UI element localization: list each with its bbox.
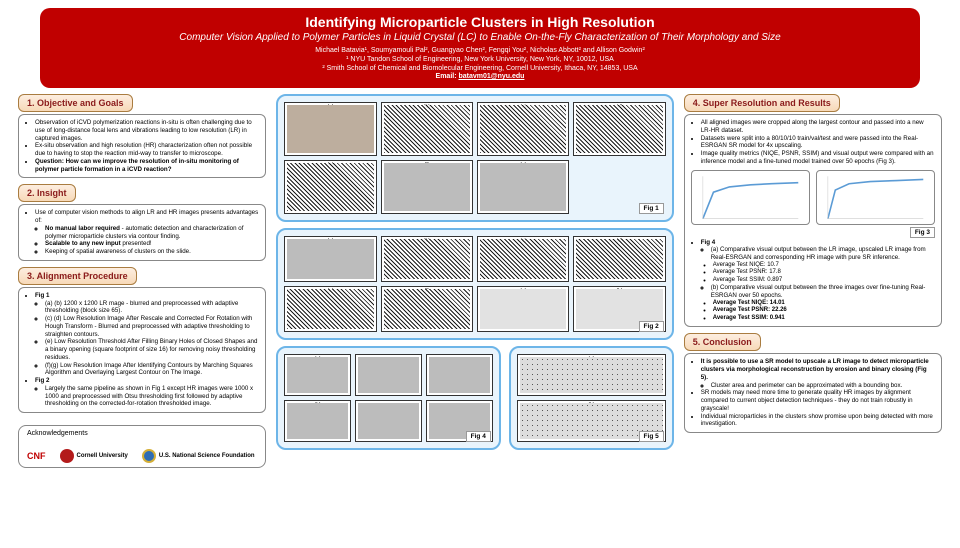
metric: Average Test SSIM: 0.941 bbox=[713, 315, 935, 323]
s2-sub: No manual labor required - automatic det… bbox=[45, 225, 259, 241]
section-body-5: It is possible to use a SR model to upsc… bbox=[684, 353, 942, 433]
fig1-thumb: (g) bbox=[477, 160, 569, 214]
fig4-thumb bbox=[426, 354, 493, 396]
authors-block: Michael Batavia¹, Soumyamouli Pal², Guan… bbox=[60, 47, 900, 82]
fig4-thumb bbox=[355, 354, 422, 396]
left-column: 1. Objective and Goals Observation of iC… bbox=[18, 94, 266, 468]
nsf-logo: U.S. National Science Foundation bbox=[142, 449, 255, 463]
section-insight: 2. Insight Use of computer vision method… bbox=[18, 184, 266, 261]
figure-2-panel: (a) (b) (c) (d) (e) (f) (g) (h) Fig 2 bbox=[276, 228, 673, 340]
right-column: 4. Super Resolution and Results All alig… bbox=[684, 94, 942, 468]
fig2-thumb: (c) bbox=[477, 236, 569, 282]
fig5-label: Fig 5 bbox=[639, 431, 664, 442]
section-alignment: 3. Alignment Procedure Fig 1 (a) (b) 120… bbox=[18, 267, 266, 413]
s5-sub: Cluster area and perimeter can be approx… bbox=[711, 382, 935, 390]
section-title-3: 3. Alignment Procedure bbox=[18, 267, 137, 285]
fig2-label: Fig 2 bbox=[639, 321, 664, 332]
metric: Average Test NIQE: 10.7 bbox=[713, 262, 935, 270]
fig1-thumb: (d) bbox=[573, 102, 665, 156]
chart-ssim bbox=[816, 170, 935, 225]
s4-fig4: Fig 4 (a) Comparative visual output betw… bbox=[701, 239, 935, 323]
s3-item: (f)(g) Low Resolution Image After Identi… bbox=[45, 362, 259, 378]
poster-header: Identifying Microparticle Clusters in Hi… bbox=[40, 8, 920, 88]
fig2-thumb: (d) bbox=[573, 236, 665, 282]
section-sr-results: 4. Super Resolution and Results All alig… bbox=[684, 94, 942, 327]
poster-subtitle: Computer Vision Applied to Polymer Parti… bbox=[60, 32, 900, 44]
s3-fig2: Fig 2 Largely the same pipeline as shown… bbox=[35, 377, 259, 408]
poster-title: Identifying Microparticle Clusters in Hi… bbox=[60, 14, 900, 30]
fig2-thumb: (b) bbox=[381, 236, 473, 282]
s3-item: (e) Low Resolution Threshold After Filli… bbox=[45, 338, 259, 361]
figure-4-panel: (a) (b) Fig 4 bbox=[276, 346, 500, 450]
affiliation-1: ¹ NYU Tandon School of Engineering, New … bbox=[346, 56, 614, 63]
metric: Average Test SSIM: 0.897 bbox=[713, 277, 935, 285]
s4-fig4a: (a) Comparative visual output between th… bbox=[711, 246, 935, 262]
metric: Average Test PSNR: 17.8 bbox=[713, 269, 935, 277]
section-conclusion: 5. Conclusion It is possible to use a SR… bbox=[684, 333, 942, 433]
fig2-thumb: (a) bbox=[284, 236, 376, 282]
fig1-thumb: (a) bbox=[284, 102, 376, 156]
fig3-label: Fig 3 bbox=[910, 227, 935, 238]
fig5-thumb: (a) bbox=[517, 354, 666, 396]
s2-lead: Use of computer vision methods to align … bbox=[35, 209, 259, 256]
section-objective: 1. Objective and Goals Observation of iC… bbox=[18, 94, 266, 178]
email-label: Email: bbox=[436, 73, 459, 80]
cornell-logo: Cornell University bbox=[60, 449, 128, 463]
fig1-thumb: (f) bbox=[381, 160, 473, 214]
s1-bullet: Ex-situ observation and high resolution … bbox=[35, 142, 259, 158]
fig4-thumb bbox=[355, 400, 422, 442]
ack-title: Acknowledgements bbox=[27, 430, 88, 437]
s3-item: (a) (b) 1200 x 1200 LR mage - blurred an… bbox=[45, 300, 259, 316]
section-title-5: 5. Conclusion bbox=[684, 333, 761, 351]
s4-bullet: Datasets were split into a 80/10/10 trai… bbox=[701, 135, 935, 151]
s5-sub: SR models may need more time to generate… bbox=[701, 389, 935, 412]
fig1-thumb: (b) bbox=[381, 102, 473, 156]
fig2-thumb: (f) bbox=[381, 286, 473, 332]
section-body-2: Use of computer vision methods to align … bbox=[18, 204, 266, 261]
fig4-thumb: (a) bbox=[284, 354, 351, 396]
s5-sub: Individual microparticles in the cluster… bbox=[701, 413, 935, 429]
s2-sub: Scalable to any new input presented! bbox=[45, 240, 259, 248]
chart-psnr bbox=[691, 170, 810, 225]
authors: Michael Batavia¹, Soumyamouli Pal², Guan… bbox=[315, 47, 645, 54]
s1-bullet: Observation of iCVD polymerization react… bbox=[35, 119, 259, 142]
fig2-thumb: (g) bbox=[477, 286, 569, 332]
s4-bullet: Image quality metrics (NIQE, PSNR, SSIM)… bbox=[701, 150, 935, 166]
s1-bullet: Question: How can we improve the resolut… bbox=[35, 158, 259, 174]
contact-email[interactable]: batavm01@nyu.edu bbox=[458, 73, 524, 80]
metric: Average Test PSNR: 22.26 bbox=[713, 307, 935, 315]
poster-body: 1. Objective and Goals Observation of iC… bbox=[0, 94, 960, 468]
s3-item: (c) (d) Low Resolution Image After Resca… bbox=[45, 315, 259, 338]
s5-lead: It is possible to use a SR model to upsc… bbox=[701, 358, 935, 389]
affiliation-2: ² Smith School of Chemical and Biomolecu… bbox=[322, 65, 637, 72]
fig1-thumb: (e) bbox=[284, 160, 376, 214]
fig1-label: Fig 1 bbox=[639, 203, 664, 214]
s3-fig1: Fig 1 (a) (b) 1200 x 1200 LR mage - blur… bbox=[35, 292, 259, 377]
s4-fig4b: (b) Comparative visual output between th… bbox=[711, 284, 935, 300]
section-title-2: 2. Insight bbox=[18, 184, 76, 202]
s4-bullet: All aligned images were cropped along th… bbox=[701, 119, 935, 135]
section-body-3: Fig 1 (a) (b) 1200 x 1200 LR mage - blur… bbox=[18, 287, 266, 413]
s3-item: Largely the same pipeline as shown in Fi… bbox=[45, 385, 259, 408]
section-body-1: Observation of iCVD polymerization react… bbox=[18, 114, 266, 178]
cnf-logo: CNF bbox=[27, 451, 46, 461]
fig2-thumb: (e) bbox=[284, 286, 376, 332]
s2-sub: Keeping of spatial awareness of clusters… bbox=[45, 248, 259, 256]
section-title-4: 4. Super Resolution and Results bbox=[684, 94, 840, 112]
fig1-thumb: (c) bbox=[477, 102, 569, 156]
metric: Average Test NIQE: 14.01 bbox=[713, 300, 935, 308]
figure-1-panel: (a) (b) (c) (d) (e) (f) (g) Fig 1 bbox=[276, 94, 673, 222]
section-title-1: 1. Objective and Goals bbox=[18, 94, 133, 112]
fig4-thumb: (b) bbox=[284, 400, 351, 442]
section-body-4: All aligned images were cropped along th… bbox=[684, 114, 942, 327]
figure-5-panel: (a) (b) Fig 5 bbox=[509, 346, 674, 450]
fig4-label: Fig 4 bbox=[466, 431, 491, 442]
center-column: (a) (b) (c) (d) (e) (f) (g) Fig 1 (a) (b… bbox=[276, 94, 673, 468]
acknowledgements: Acknowledgements CNF Cornell University … bbox=[18, 425, 266, 468]
